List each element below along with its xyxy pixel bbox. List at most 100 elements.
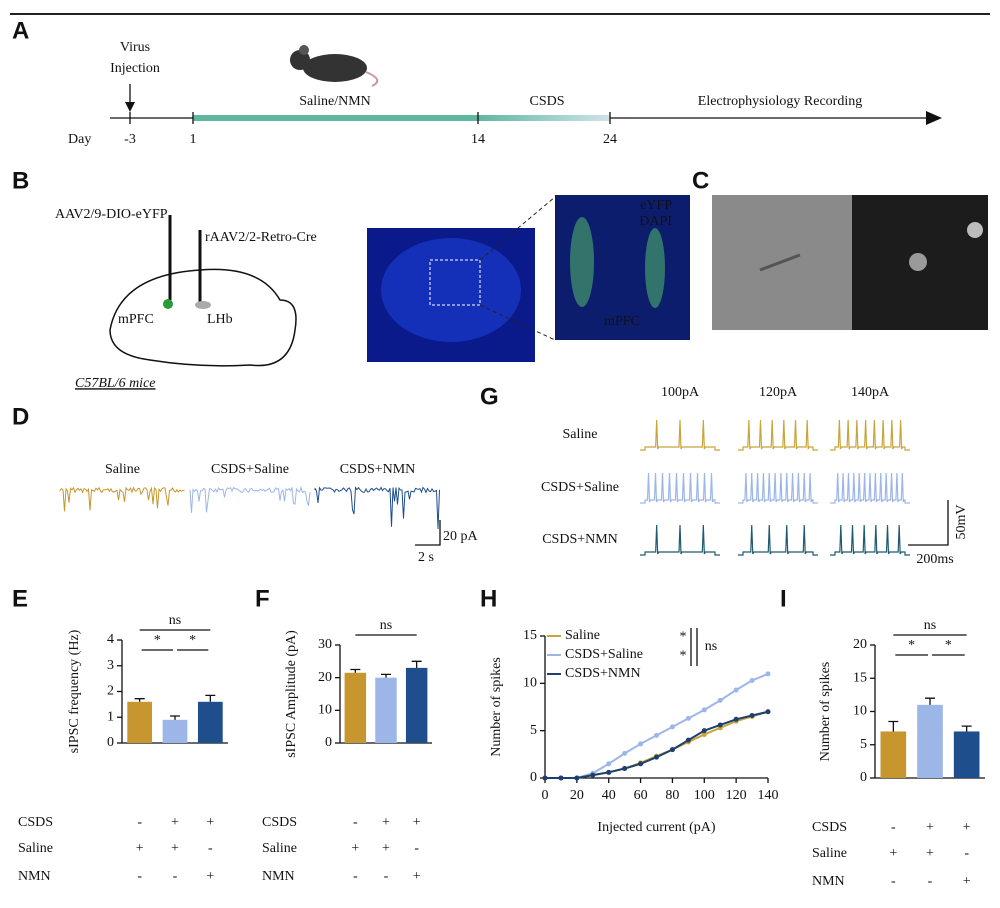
error-bar xyxy=(961,725,972,732)
bar xyxy=(344,672,367,743)
condition-name: Saline xyxy=(18,841,53,856)
y-tick-label: 10 xyxy=(523,676,537,691)
error-bar xyxy=(205,694,216,702)
firing-trace xyxy=(640,419,720,451)
current-label: 140pA xyxy=(851,385,890,400)
error-bar xyxy=(381,673,391,678)
condition-name: Saline xyxy=(262,841,297,856)
x-tick-label: 60 xyxy=(634,788,648,803)
x-tick-label: 140 xyxy=(758,788,779,803)
series-marker xyxy=(622,766,628,772)
y-tick-label: 20 xyxy=(853,637,867,652)
trace-group-label: CSDS+NMN xyxy=(340,462,416,477)
condition-name: CSDS xyxy=(812,820,847,835)
panel-letter: G xyxy=(480,383,499,410)
error-bar xyxy=(350,668,361,673)
bar xyxy=(880,731,907,778)
firing-trace xyxy=(738,419,818,451)
day-value: -3 xyxy=(124,132,136,147)
bar xyxy=(405,667,428,743)
condition-name: NMN xyxy=(18,869,51,884)
condition-sign: - xyxy=(891,820,896,835)
series-marker xyxy=(765,709,771,715)
condition-name: NMN xyxy=(812,874,845,889)
current-label: 100pA xyxy=(661,385,700,400)
firing-trace xyxy=(830,472,910,504)
scale-label: 20 pA xyxy=(443,529,479,544)
inset-label: eYFP xyxy=(640,198,672,213)
condition-sign: + xyxy=(889,846,897,861)
legend-label: Saline xyxy=(565,628,600,643)
x-tick-label: 20 xyxy=(570,788,584,803)
virus-label: Injection xyxy=(110,61,160,76)
condition-sign: - xyxy=(414,841,419,856)
y-tick-label: 20 xyxy=(318,670,332,685)
condition-sign: + xyxy=(382,815,390,830)
condition-sign: - xyxy=(137,815,142,830)
y-tick-label: 30 xyxy=(318,637,332,652)
series-marker xyxy=(622,750,628,756)
inset-label: DAPI xyxy=(639,214,672,229)
condition-sign: + xyxy=(413,815,421,830)
scale-bar-g xyxy=(908,500,949,546)
condition-sign: - xyxy=(353,869,358,884)
error-bar xyxy=(170,715,180,720)
y-tick-label: 0 xyxy=(860,770,867,785)
y-tick-label: 3 xyxy=(107,658,114,673)
series-marker xyxy=(701,731,707,737)
panel-letter: C xyxy=(692,167,709,194)
series-marker xyxy=(558,775,564,781)
series-marker xyxy=(590,772,596,778)
condition-sign: + xyxy=(963,874,971,889)
condition-name: NMN xyxy=(262,869,295,884)
condition-name: CSDS xyxy=(262,815,297,830)
trace-group-label: CSDS+Saline xyxy=(211,462,289,477)
phase-label: CSDS xyxy=(529,94,564,109)
y-tick-label: 15 xyxy=(523,628,537,643)
brain-sketch xyxy=(109,215,297,367)
y-tick-label: 10 xyxy=(853,704,867,719)
panel-letter: H xyxy=(480,585,497,612)
series-marker xyxy=(765,671,771,677)
condition-sign: - xyxy=(173,869,178,884)
significance-label: ns xyxy=(924,618,936,633)
panel-letter: E xyxy=(12,585,28,612)
phase-label: Saline/NMN xyxy=(299,94,371,109)
error-bar xyxy=(925,697,935,705)
condition-sign: - xyxy=(208,841,213,856)
condition-sign: - xyxy=(964,846,969,861)
y-axis-label: sIPSC Amplitude (pA) xyxy=(284,630,299,758)
significance-label: * xyxy=(680,649,687,664)
bar xyxy=(375,677,397,743)
condition-name: CSDS xyxy=(18,815,53,830)
significance-label: ns xyxy=(380,618,392,633)
y-axis-label: Number of spikes xyxy=(489,657,504,757)
condition-sign: + xyxy=(171,815,179,830)
y-tick-label: 5 xyxy=(860,737,867,752)
y-axis-label: sIPSC frequency (Hz) xyxy=(67,629,82,753)
x-tick-label: 80 xyxy=(665,788,679,803)
firing-trace xyxy=(830,419,910,451)
current-label: 120pA xyxy=(759,385,798,400)
series-marker xyxy=(638,741,644,747)
significance-label: * xyxy=(945,638,952,653)
y-tick-label: 0 xyxy=(325,735,332,750)
bar xyxy=(197,701,223,743)
y-tick-label: 1 xyxy=(107,709,114,724)
injection-arrowhead xyxy=(125,102,135,112)
inset-label: mPFC xyxy=(604,314,640,329)
panel-letter: A xyxy=(12,17,29,44)
mouse-icon xyxy=(290,45,379,87)
legend-label: CSDS+Saline xyxy=(565,647,643,662)
series-marker xyxy=(717,697,723,703)
y-tick-label: 15 xyxy=(853,670,867,685)
panel-letter: B xyxy=(12,167,29,194)
series-marker xyxy=(749,677,755,683)
x-tick-label: 40 xyxy=(602,788,616,803)
traces xyxy=(59,419,910,556)
x-tick-label: 100 xyxy=(694,788,715,803)
error-bar xyxy=(888,720,899,732)
treatment-bar xyxy=(193,115,610,121)
condition-sign: - xyxy=(353,815,358,830)
